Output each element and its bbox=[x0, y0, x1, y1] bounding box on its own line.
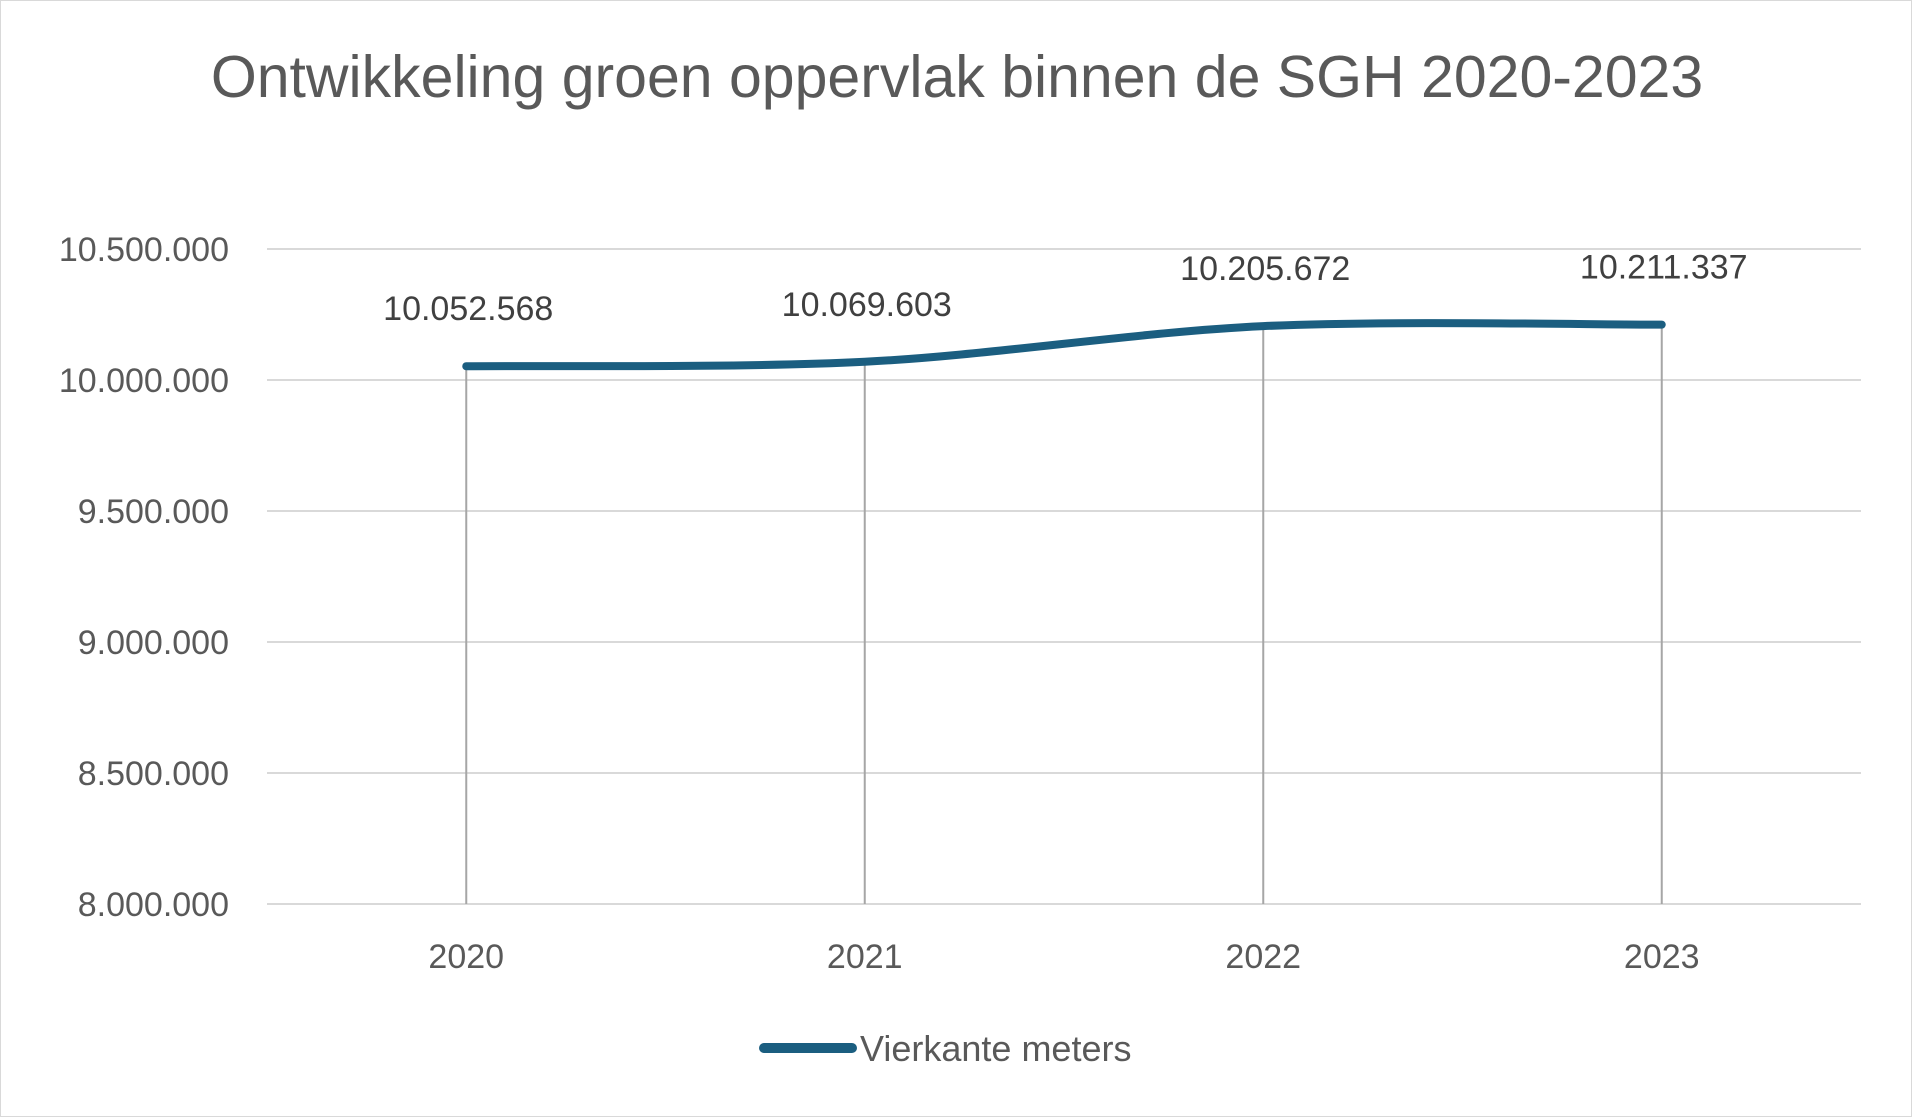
y-tick-label: 10.500.000 bbox=[59, 231, 229, 269]
chart-title: Ontwikkeling groen oppervlak binnen de S… bbox=[210, 44, 1704, 110]
y-tick-label: 9.500.000 bbox=[78, 493, 229, 531]
data-label: 10.052.568 bbox=[383, 290, 553, 328]
data-label: 10.211.337 bbox=[1580, 249, 1748, 287]
y-tick-label: 9.000.000 bbox=[78, 624, 229, 662]
legend-label: Vierkante meters bbox=[860, 1028, 1131, 1069]
y-tick-label: 10.000.000 bbox=[59, 362, 229, 400]
data-label: 10.069.603 bbox=[782, 286, 952, 324]
x-tick-label: 2022 bbox=[1225, 938, 1301, 976]
y-tick-label: 8.500.000 bbox=[78, 755, 229, 793]
data-label: 10.205.672 bbox=[1180, 250, 1350, 288]
series-line-vierkante-meters bbox=[462, 319, 1666, 371]
x-tick-label: 2021 bbox=[827, 938, 903, 976]
x-tick-label: 2023 bbox=[1624, 938, 1700, 976]
x-tick-label: 2020 bbox=[428, 938, 504, 976]
y-tick-label: 8.000.000 bbox=[78, 886, 229, 924]
